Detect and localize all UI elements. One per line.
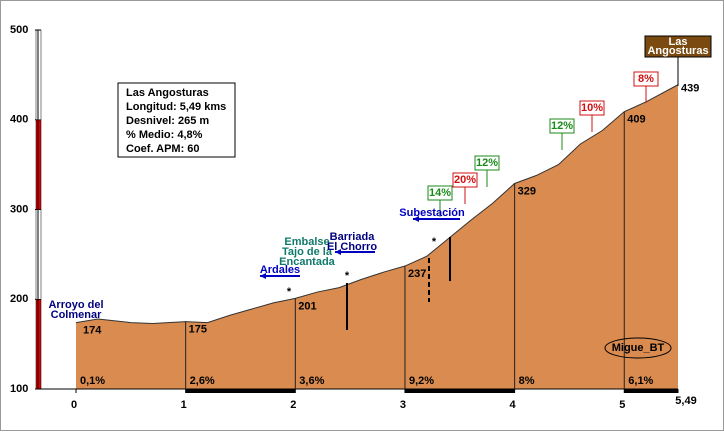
km-bar <box>624 389 678 393</box>
grade-flag: 20% <box>454 174 476 186</box>
flag-box <box>427 185 453 201</box>
info-line: Desnivel: 265 m <box>126 115 209 127</box>
point-label: 409 <box>627 114 645 126</box>
asterisk: * <box>345 270 350 282</box>
point-label: 439 <box>681 83 699 95</box>
info-box <box>117 82 236 158</box>
x-tick-label: 1 <box>181 399 187 411</box>
signature: Migue_BT <box>612 342 665 354</box>
segment-label: 2,6% <box>190 375 215 387</box>
km-bar <box>185 389 296 393</box>
annotation: Tajo de la <box>282 246 333 258</box>
annotation: Encantada <box>279 256 336 268</box>
asterisk: * <box>432 236 437 248</box>
y-tick-label: 300 <box>10 203 28 215</box>
signature-oval <box>604 337 672 359</box>
grade-flag: 10% <box>581 102 603 114</box>
flag-box <box>452 172 478 188</box>
grade-flag: 12% <box>551 120 573 132</box>
x-tick-label: 5,49 <box>675 395 696 407</box>
point-label: 237 <box>408 268 426 280</box>
km-bar <box>404 389 515 393</box>
x-tick-label: 4 <box>510 399 517 411</box>
point-label: 201 <box>298 300 316 312</box>
annotation: Barriada <box>330 231 376 243</box>
flag-box <box>633 71 659 87</box>
grade-flag: 12% <box>476 157 498 169</box>
x-tick-label: 2 <box>290 399 296 411</box>
flag-box <box>579 100 605 116</box>
info-line: Longitud: 5,49 kms <box>126 101 226 113</box>
end-label: Las <box>669 36 688 48</box>
segment-label: 3,6% <box>299 375 324 387</box>
area-fill <box>76 84 678 389</box>
arrowhead <box>335 249 341 255</box>
grade-flag: 14% <box>429 187 451 199</box>
x-tick-label: 5 <box>619 399 625 411</box>
x-tick-label: 3 <box>400 399 406 411</box>
grade-flag: 8% <box>638 73 654 85</box>
y-tick-label: 100 <box>10 383 28 395</box>
point-label: 329 <box>518 185 536 197</box>
segment-label: 8% <box>519 375 535 387</box>
arrowhead <box>260 273 266 279</box>
profile-line <box>75 84 679 324</box>
annotation: Subestación <box>399 207 465 219</box>
info-line: % Medio: 4,8% <box>126 129 203 141</box>
y-tick-label: 200 <box>10 293 28 305</box>
x-tick-label: 0 <box>71 399 77 411</box>
segment-label: 0,1% <box>80 375 105 387</box>
y-tick-label: 400 <box>10 114 28 126</box>
point-label: 175 <box>189 324 207 336</box>
info-line: Coef. APM: 60 <box>126 143 200 155</box>
y-tick-label: 500 <box>10 24 28 36</box>
annotation: Embalse <box>284 236 329 248</box>
annotation: Colmenar <box>51 309 102 321</box>
annotation: Arroyo del <box>48 299 103 311</box>
arrowhead <box>413 216 419 222</box>
flag-box <box>474 155 500 171</box>
segment-label: 9,2% <box>409 375 434 387</box>
annotation: Ardales <box>260 264 300 276</box>
flag-box <box>549 118 575 134</box>
segment-label: 6,1% <box>628 375 653 387</box>
end-label: Angosturas <box>647 45 708 57</box>
info-title: Las Angosturas <box>126 87 209 99</box>
asterisk: * <box>287 286 292 298</box>
point-label: 174 <box>83 324 102 336</box>
